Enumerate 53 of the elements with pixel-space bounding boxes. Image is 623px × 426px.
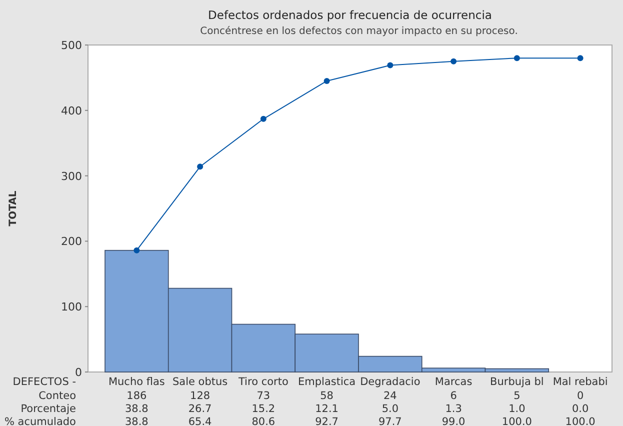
point	[577, 55, 584, 62]
y-axis-title: TOTAL	[8, 190, 19, 226]
chart-subtitle: Concéntrese en los defectos con mayor impacto en su proceso.	[200, 26, 518, 37]
text: Conteo	[38, 390, 76, 402]
point	[197, 164, 204, 170]
x-tick-label: Emplastica	[298, 376, 356, 388]
point	[260, 116, 266, 122]
x-tick-label: Burbuja bl	[490, 376, 544, 388]
text: 0.0	[572, 403, 589, 415]
data-label: 6	[450, 390, 458, 402]
x-tick-label: Marcas	[434, 376, 472, 388]
text: 15.2	[252, 403, 276, 415]
x-tick-label: Tiro corto	[237, 376, 288, 388]
text: Porcentaje	[20, 403, 76, 415]
text: 38.8	[124, 416, 148, 426]
y-tick-label: 500	[61, 39, 82, 52]
point	[387, 62, 394, 68]
data-label: 128	[190, 390, 210, 402]
x-tick-label: Degradacio	[360, 376, 420, 388]
text: 26.7	[188, 403, 212, 415]
data-label: 186	[126, 390, 148, 402]
chart-title: Defectos ordenados por frecuencia de ocurrencia	[208, 8, 492, 22]
data-label: 5	[514, 390, 520, 402]
point	[514, 55, 520, 62]
y-tick-label: 100	[61, 300, 82, 314]
text: 12.1	[315, 403, 339, 415]
point	[134, 247, 140, 254]
point	[324, 78, 330, 84]
y-tick-label: 0	[75, 366, 82, 379]
data-label: 58	[320, 390, 334, 402]
text: 1.3	[445, 403, 462, 415]
x-tick-label: Mal rebabi	[552, 376, 608, 388]
text: 97.7	[378, 416, 402, 426]
x-axis-title: DEFECTOS -	[12, 376, 76, 388]
data-label: 73	[256, 390, 270, 402]
text: 92.7	[315, 416, 339, 426]
text: 100.0	[565, 416, 596, 426]
text: 100.0	[502, 416, 532, 426]
text: 65.4	[188, 416, 212, 426]
text: 80.6	[252, 416, 276, 426]
text: 5.0	[382, 403, 399, 415]
text: % acumulado	[4, 416, 76, 426]
point	[450, 58, 457, 64]
y-tick-label: 400	[61, 104, 82, 118]
text: 1.0	[508, 403, 526, 415]
text: 38.8	[124, 403, 148, 415]
x-tick-label: Sale obtus	[172, 376, 228, 388]
data-label: 24	[384, 390, 398, 402]
x-tick-label: Mucho flas	[108, 376, 165, 388]
y-tick-label: 300	[61, 170, 82, 183]
text: 99.0	[442, 416, 466, 426]
y-tick-label: 200	[61, 235, 82, 248]
data-label: 0	[576, 390, 584, 402]
